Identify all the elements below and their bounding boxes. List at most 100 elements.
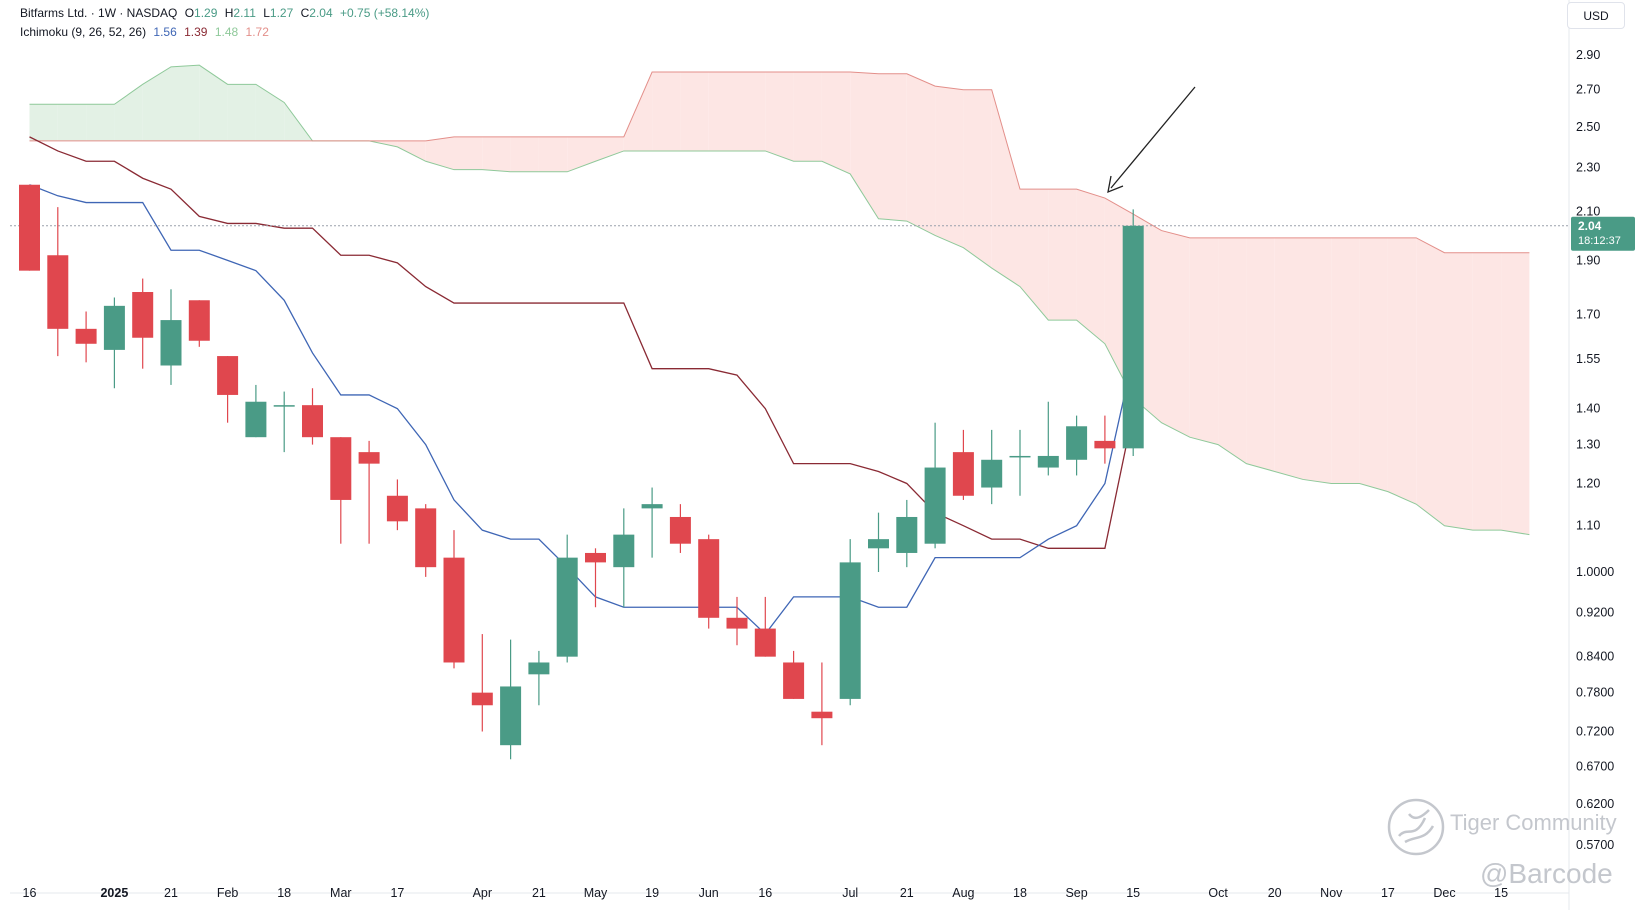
candle-body <box>783 662 805 699</box>
cloud-segment <box>708 72 737 151</box>
candle <box>302 388 323 445</box>
candle <box>528 650 550 706</box>
candle-body <box>641 504 663 509</box>
candle-body <box>160 320 182 366</box>
cloud-segment <box>142 66 171 141</box>
ichimoku-lines <box>29 136 1134 636</box>
candle <box>500 639 522 760</box>
ohlc-low: L1.27 <box>263 6 294 20</box>
price-tick-label: 0.9200 <box>1576 605 1614 619</box>
candle-body <box>952 452 974 496</box>
candle-body <box>443 557 465 663</box>
symbol-title: Bitfarms Ltd. · 1W · NASDAQ <box>20 6 178 20</box>
cloud-segment <box>1387 237 1417 505</box>
candle <box>160 289 182 385</box>
candle-body <box>924 467 946 544</box>
price-tick-label: 1.10 <box>1576 519 1600 533</box>
time-tick-label: Jul <box>842 886 858 900</box>
cloud-segment <box>425 136 454 170</box>
time-tick-label: 16 <box>23 886 37 900</box>
candle <box>19 184 40 271</box>
candle <box>132 278 154 369</box>
candle <box>415 504 437 577</box>
cloud-segment <box>878 73 907 222</box>
candle <box>188 300 210 347</box>
candle-body <box>217 356 239 395</box>
symbol-legend[interactable]: Bitfarms Ltd. · 1W · NASDAQ O1.29 H2.11 … <box>20 6 433 20</box>
time-tick-label: 15 <box>1126 886 1140 900</box>
candle-body <box>1009 455 1031 458</box>
cloud-segment <box>963 89 992 269</box>
cloud-segment <box>57 104 87 141</box>
watermark-brand: Tiger Community <box>1450 810 1617 835</box>
time-tick-label: 15 <box>1494 886 1508 900</box>
annotation-arrow <box>1107 86 1196 194</box>
candlesticks <box>19 184 1144 760</box>
price-tick-label: 2.50 <box>1576 120 1600 134</box>
candle <box>1009 429 1031 496</box>
cloud-segment <box>652 72 681 151</box>
base-line <box>29 136 1134 549</box>
candle <box>896 499 918 568</box>
price-tick-label: 1.90 <box>1576 253 1600 267</box>
price-tick-label: 1.70 <box>1576 307 1600 321</box>
candle <box>245 384 267 438</box>
time-tick-label: 18 <box>1013 886 1027 900</box>
cloud-segment <box>1501 252 1530 535</box>
candle <box>358 440 380 544</box>
cloud-segment <box>1246 237 1275 472</box>
candle-body <box>726 617 748 629</box>
ohlc-close: C2.04 <box>300 6 333 20</box>
time-tick-label: 2025 <box>100 886 128 900</box>
candle-body <box>1094 440 1116 449</box>
candle-body <box>358 452 380 464</box>
price-tick-label: 2.70 <box>1576 83 1600 97</box>
time-tick-label: 21 <box>900 886 914 900</box>
badge-price: 2.04 <box>1578 219 1602 233</box>
cloud-segment <box>765 72 794 162</box>
candle <box>1094 415 1116 464</box>
conversion-line <box>29 184 1134 636</box>
candle <box>217 356 239 423</box>
candle-body <box>75 328 97 344</box>
cloud-segment <box>821 72 851 174</box>
cloud-segment <box>595 136 624 162</box>
price-tick-label: 2.10 <box>1576 205 1600 219</box>
candle <box>811 662 833 746</box>
ohlc-change: +0.75 (+58.14%) <box>340 6 430 20</box>
cloud-segment <box>793 72 822 162</box>
price-axis-area[interactable] <box>1569 0 1641 910</box>
time-tick-label: 18 <box>277 886 291 900</box>
candle <box>868 512 889 572</box>
last-price-badge: 2.04 18:12:37 <box>1571 216 1635 251</box>
cloud-segment <box>454 136 483 170</box>
candle-body <box>896 516 918 553</box>
cloud-segment <box>623 72 653 151</box>
candle-body <box>613 534 635 568</box>
time-tick-label: Aug <box>952 886 974 900</box>
badge-countdown: 18:12:37 <box>1578 235 1621 247</box>
cloud-segment <box>397 140 426 162</box>
ohlc-open: O1.29 <box>184 6 218 20</box>
cloud-segment <box>737 72 766 151</box>
cloud-segment <box>1274 237 1303 480</box>
cloud-segment <box>114 84 143 141</box>
candle <box>47 207 69 357</box>
cloud-segment <box>199 65 228 141</box>
cloud-segment <box>1218 237 1247 464</box>
cloud-segment <box>991 89 1020 287</box>
indicator-legend[interactable]: Ichimoku (9, 26, 52, 26) 1.56 1.39 1.48 … <box>20 25 273 39</box>
price-tick-label: 0.8400 <box>1576 650 1614 664</box>
candle <box>443 530 465 669</box>
cloud-segment <box>538 136 568 172</box>
time-tick-label: 21 <box>164 886 178 900</box>
cloud-segment <box>1331 237 1360 484</box>
time-tick-label: Nov <box>1320 886 1343 900</box>
candle-body <box>103 305 125 350</box>
candle-body <box>19 184 40 271</box>
candle <box>273 391 295 453</box>
indicator-title: Ichimoku (9, 26, 52, 26) <box>20 25 147 39</box>
time-tick-label: May <box>584 886 608 900</box>
currency-button[interactable]: USD <box>1567 2 1625 29</box>
